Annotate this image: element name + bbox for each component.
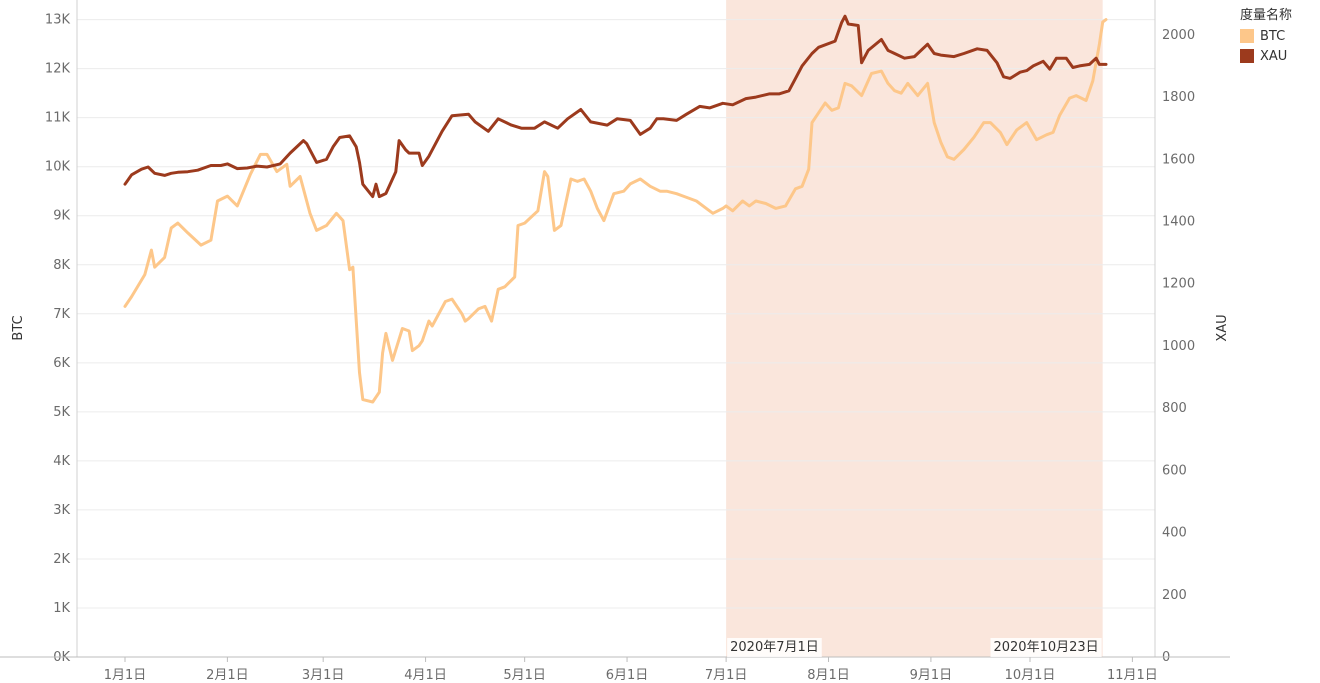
y-left-tick-label: 11K	[45, 111, 71, 126]
highlight-band-rect	[726, 0, 1103, 657]
legend-label-btc: BTC	[1260, 28, 1286, 44]
x-tick-label: 2月1日	[206, 668, 249, 683]
highlight-band	[726, 0, 1103, 657]
y-left-tick-label: 3K	[53, 503, 70, 518]
gridlines	[77, 19, 1155, 609]
y-right-title: XAU	[1215, 314, 1230, 341]
highlight-start-label: 2020年7月1日	[730, 640, 819, 655]
highlight-labels: 2020年7月1日 2020年10月23日	[727, 638, 1102, 657]
legend-swatch-btc	[1240, 29, 1254, 43]
x-tick-label: 6月1日	[606, 668, 649, 683]
x-tick-label: 1月1日	[104, 668, 147, 683]
y-right-tick-label: 2000	[1162, 28, 1195, 43]
y-right-tick-label: 200	[1162, 588, 1187, 603]
x-tick-label: 11月1日	[1107, 668, 1158, 683]
y-left-tick-label: 10K	[45, 160, 71, 175]
highlight-end-label-bg	[990, 638, 1102, 657]
legend-item-btc[interactable]: BTC	[1240, 26, 1292, 46]
series-line-xau	[123, 14, 1108, 199]
x-tick-label: 5月1日	[503, 668, 546, 683]
y-right-tick-label: 1600	[1162, 152, 1195, 167]
series-line-btc	[123, 18, 1108, 404]
legend-item-xau[interactable]: XAU	[1240, 46, 1292, 66]
y-right-tick-label: 1800	[1162, 90, 1195, 105]
x-tick-label: 3月1日	[302, 668, 345, 683]
y-left-tick-label: 2K	[53, 552, 70, 567]
series-lines	[123, 14, 1108, 404]
legend-swatch-xau	[1240, 49, 1254, 63]
y-right-tick-label: 1400	[1162, 214, 1195, 229]
y-left-tick-label: 1K	[53, 601, 70, 616]
y-left-tick-label: 9K	[53, 209, 70, 224]
legend-title: 度量名称	[1240, 8, 1293, 23]
y-right-tick-label: 1000	[1162, 339, 1195, 354]
legend: 度量名称 BTC XAU	[1240, 4, 1292, 66]
y-right-tick-label: 600	[1162, 463, 1187, 478]
x-tick-label: 9月1日	[910, 668, 953, 683]
y-left-tick-label: 6K	[53, 356, 70, 371]
y-left-tick-label: 13K	[45, 13, 71, 28]
y-left-title: BTC	[11, 315, 26, 340]
axes: 0K1K2K3K4K5K6K7K8K9K10K11K12K13K02004006…	[0, 0, 1230, 683]
y-left-tick-label: 12K	[45, 62, 71, 77]
y-right-tick-label: 1200	[1162, 277, 1195, 292]
legend-label-xau: XAU	[1260, 48, 1288, 64]
y-left-tick-label: 7K	[53, 307, 70, 322]
y-left-tick-label: 5K	[53, 405, 70, 420]
y-right-tick-label: 800	[1162, 401, 1187, 416]
x-tick-label: 7月1日	[705, 668, 748, 683]
x-tick-label: 8月1日	[807, 668, 850, 683]
x-tick-label: 4月1日	[404, 668, 447, 683]
y-right-tick-label: 400	[1162, 526, 1187, 541]
y-left-tick-label: 4K	[53, 454, 70, 469]
y-left-tick-label: 8K	[53, 258, 70, 273]
highlight-start-label-bg	[727, 638, 822, 657]
x-tick-label: 10月1日	[1005, 668, 1056, 683]
highlight-end-label: 2020年10月23日	[993, 640, 1098, 655]
